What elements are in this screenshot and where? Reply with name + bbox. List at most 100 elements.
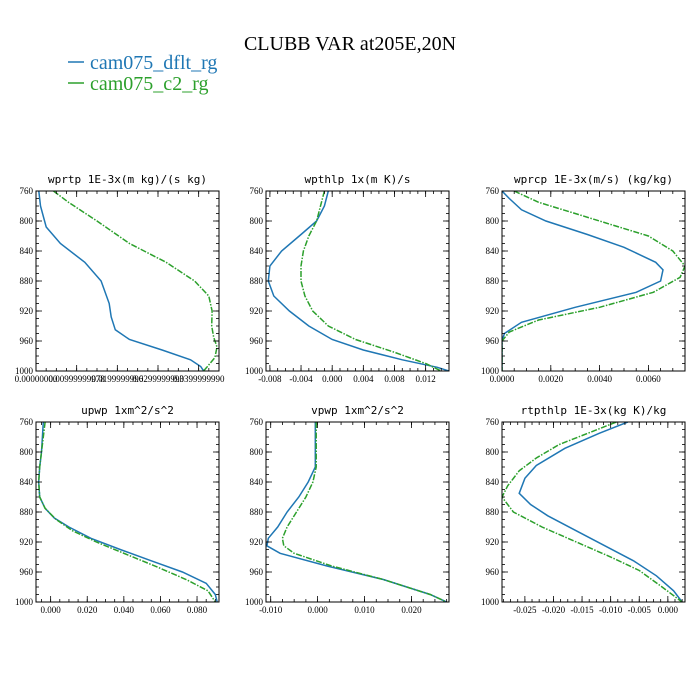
y-tick-label: 920 [20, 537, 34, 547]
x-tick-label: -0.005 [628, 605, 652, 615]
y-tick-label: 840 [486, 246, 500, 256]
y-tick-label: 800 [20, 447, 34, 457]
series-group [502, 191, 685, 371]
x-tick-label: 0.020 [77, 605, 98, 615]
series-line-cam075_dflt_rg [267, 191, 449, 371]
x-tick-label: 0.0199999996 [91, 374, 143, 384]
figure-title: CLUBB VAR at205E,20N [244, 33, 456, 55]
series-line-cam075_c2_rg [37, 422, 216, 602]
legend-label-c2: cam075_c2_rg [90, 73, 209, 95]
panel-4: upwp 1xm^2/s^2 760 800 840 880 920 960 1000 0.00… [15, 404, 220, 615]
y-tick-label: 880 [486, 507, 500, 517]
x-tick-label: 0.0060 [636, 374, 661, 384]
x-tick-label: -0.008 [258, 374, 282, 384]
x-tick-label: 0.0000 [490, 374, 515, 384]
series-line-cam075_dflt_rg [38, 191, 205, 371]
y-tick-label: 920 [20, 306, 34, 316]
x-tick-label: -0.025 [513, 605, 537, 615]
x-tick-label: -0.015 [570, 605, 594, 615]
y-tick-label: 880 [20, 507, 34, 517]
y-tick-label: 760 [20, 417, 34, 427]
y-tick-label: 800 [250, 447, 264, 457]
panel-1: wprtp 1E-3x(m kg)/(s kg) 760 800 840 880 920 9… [15, 173, 225, 384]
y-tick-label: 920 [250, 306, 264, 316]
x-tick-label: 0.080 [187, 605, 208, 615]
x-tick-label: -0.010 [599, 605, 623, 615]
y-tick-label: 840 [20, 477, 34, 487]
y-tick-label: 920 [486, 537, 500, 547]
y-tick-label: 880 [250, 507, 264, 517]
y-tick-label: 800 [250, 216, 264, 226]
plot-frame [501, 190, 686, 372]
x-tick-label: 0.00999999978 [49, 374, 106, 384]
y-tick-label: 920 [250, 537, 264, 547]
series-group [38, 191, 218, 371]
y-tick-label: 960 [486, 567, 500, 577]
panel-2: wpthlp 1x(m K)/s7608008408809209601000-0… [245, 173, 450, 384]
y-tick-label: 920 [486, 306, 500, 316]
plot-frame [265, 421, 450, 603]
series-line-cam075_c2_rg [53, 191, 218, 371]
y-tick-label: 840 [486, 477, 500, 487]
x-tick-label: 0.000 [322, 374, 343, 384]
x-tick-label: -0.004 [289, 374, 313, 384]
y-tick-label: 760 [250, 417, 264, 427]
x-tick-label: 0.060 [150, 605, 171, 615]
y-tick-label: 880 [20, 276, 34, 286]
x-tick-label: 0.012 [416, 374, 436, 384]
series-line-cam075_dflt_rg [502, 191, 664, 371]
y-tick-label: 960 [250, 567, 264, 577]
panel-title: wprtp 1E-3x(m kg)/(s kg) [48, 173, 207, 186]
y-tick-label: 840 [250, 246, 264, 256]
panel-title: wprcp 1E-3x(m/s) (kg/kg) [514, 173, 673, 186]
x-tick-label: 0.040 [114, 605, 135, 615]
series-line-cam075_c2_rg [502, 191, 685, 371]
panels: wprtp 1E-3x(m kg)/(s kg) 760 800 840 880 920 9… [15, 173, 686, 615]
y-tick-label: 800 [486, 216, 500, 226]
panel-title: vpwp 1xm^2/s^2 [311, 404, 404, 417]
panel-title: upwp 1xm^2/s^2 [81, 404, 174, 417]
x-tick-label: 0.008 [384, 374, 405, 384]
y-tick-label: 960 [20, 567, 34, 577]
x-tick-label: 0.000 [307, 605, 328, 615]
x-tick-label: 0.0020 [538, 374, 563, 384]
series-line-cam075_dflt_rg [266, 422, 448, 602]
x-tick-label: 0.0299999993 [132, 374, 184, 384]
y-tick-label: 960 [486, 336, 500, 346]
plot-frame [35, 190, 220, 372]
panel-6: rtpthlp 1E-3x(kg K)/kg 760 800 840 880 920 960… [481, 404, 686, 615]
x-tick-label: 0.00000000 [15, 374, 58, 384]
y-tick-label: 880 [486, 276, 500, 286]
series-group [37, 422, 218, 602]
x-tick-label: 0.000 [658, 605, 679, 615]
plot-frame [35, 421, 220, 603]
y-tick-label: 760 [486, 417, 500, 427]
panel-title: rtpthlp 1E-3x(kg K)/kg [521, 404, 667, 417]
panel-title: wpthlp 1x(m K)/s [305, 173, 411, 186]
panel-5: vpwp 1xm^2/s^2 760 800 840 880 920 960 1000-0.0… [245, 404, 450, 615]
x-tick-label: 0.0040 [587, 374, 612, 384]
series-line-cam075_dflt_rg [37, 422, 218, 602]
x-tick-label: 0.000 [41, 605, 62, 615]
y-tick-label: 800 [20, 216, 34, 226]
series-group [267, 191, 449, 371]
series-line-cam075_c2_rg [281, 422, 448, 602]
x-tick-label: -0.020 [542, 605, 566, 615]
series-line-cam075_c2_rg [300, 191, 442, 371]
plot-frame [265, 190, 450, 372]
series-line-cam075_dflt_rg [518, 422, 683, 602]
panel-3: wprcp 1E-3x(m/s) (kg/kg) 760 800 840 880 920 9… [481, 173, 686, 384]
y-tick-label: 760 [20, 186, 34, 196]
legend: cam075_dflt_rg cam075_c2_rg [68, 52, 217, 95]
plot-frame [501, 421, 686, 603]
series-group [266, 422, 448, 602]
y-tick-label: 960 [20, 336, 34, 346]
series-group [502, 422, 683, 602]
y-tick-label: 1000 [481, 366, 500, 376]
x-tick-label: 0.010 [354, 605, 375, 615]
y-tick-label: 760 [486, 186, 500, 196]
x-tick-label: 0.004 [353, 374, 374, 384]
y-tick-label: 1000 [15, 597, 34, 607]
series-line-cam075_c2_rg [502, 422, 683, 602]
